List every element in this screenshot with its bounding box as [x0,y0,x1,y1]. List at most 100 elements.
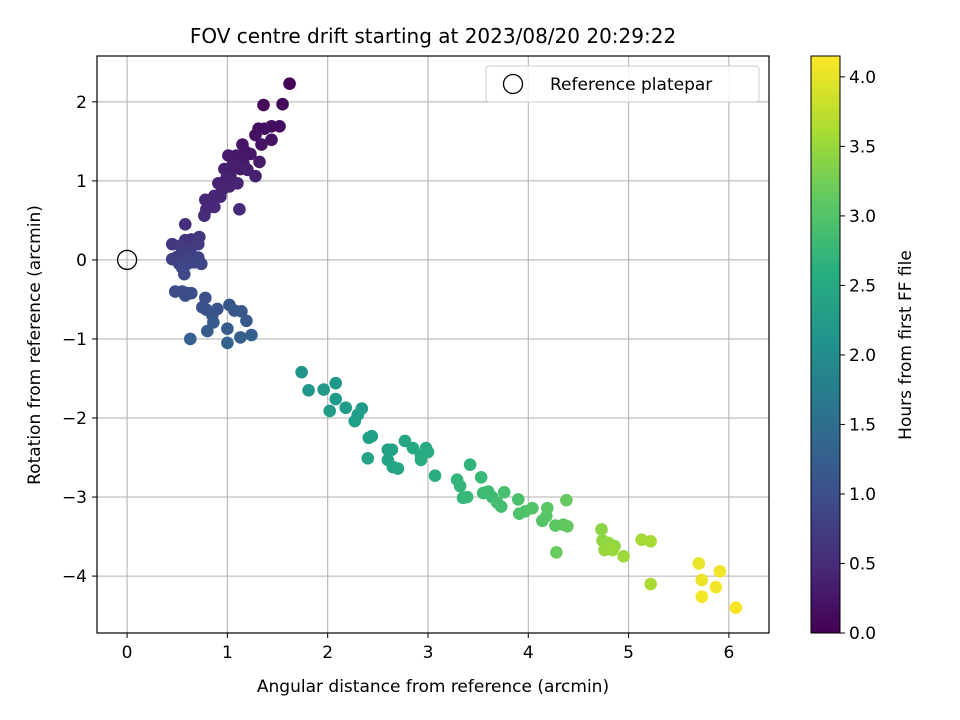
reference-marker-layer [116,249,138,271]
data-point [348,414,362,428]
data-point [245,328,258,342]
y-tick-label: −3 [62,488,87,508]
data-point [177,267,191,281]
data-point [317,383,330,396]
colorbar: 0.0 0.5 1.0 1.5 2.0 2.5 3.0 3.5 4.0 Hours from f… [810,55,916,644]
data-point [253,155,266,169]
data-point [199,291,212,305]
colorbar-label: Hours from first FF file [896,250,916,440]
data-point [221,336,234,350]
data-point [428,469,442,483]
data-point [595,523,608,536]
x-tick-label: 1 [222,643,233,663]
x-axis-label: Angular distance from reference (arcmin) [257,677,609,697]
y-axis-ticks: −4 −3 −2 −1 0 1 2 [62,93,97,587]
data-point [511,493,525,506]
y-tick-label: 2 [76,93,87,113]
data-point [183,332,197,346]
data-point [276,97,289,111]
legend: Reference platepar [485,65,760,103]
data-point [494,500,508,513]
data-point [414,453,428,467]
data-point [273,120,286,133]
data-point [233,203,246,216]
data-point [460,490,474,504]
data-point [474,470,488,484]
data-point [463,458,477,471]
colorbar-tick-label: 0.5 [849,554,876,574]
data-point [713,565,727,578]
data-point [249,128,262,142]
data-point [329,392,343,406]
y-axis-label: Rotation from reference (arcmin) [25,205,45,485]
data-point [201,324,214,338]
data-point [644,577,657,591]
colorbar-tick-label: 1.5 [849,415,876,435]
data-point [339,401,353,415]
data-point [240,314,253,328]
plot-area [96,55,770,634]
data-point [729,601,743,615]
data-point [221,322,234,335]
data-point [561,519,574,533]
data-point [385,443,399,456]
chart-title: FOV centre drift starting at 2023/08/20 … [190,24,676,48]
x-tick-label: 5 [623,643,634,663]
reference-platepar-marker [116,249,138,271]
data-point [195,257,208,271]
data-point [178,218,192,231]
data-point [214,190,227,203]
x-tick-label: 3 [423,643,434,663]
colorbar-tick-label: 3.5 [849,137,876,157]
data-point [302,384,315,397]
x-tick-label: 2 [322,643,333,663]
data-point [361,452,375,465]
data-point [362,431,376,445]
legend-entry-reference-platepar: Reference platepar [550,75,712,95]
data-point [695,590,709,603]
data-point [606,543,619,557]
y-tick-label: −4 [62,567,87,587]
data-point [617,550,630,563]
data-point [329,376,343,390]
data-point [695,573,709,587]
data-point [323,404,336,418]
data-point [550,546,563,559]
data-point [391,462,405,475]
data-point [178,289,192,302]
y-tick-label: 0 [76,251,87,271]
data-point [244,147,257,161]
data-point [258,122,271,136]
colorbar-ticks: 0.0 0.5 1.0 1.5 2.0 2.5 3.0 3.5 4.0 [840,68,876,644]
data-point [709,580,723,594]
grid [97,56,769,633]
legend-frame [485,65,760,103]
data-point [198,209,211,222]
colorbar-gradient [810,55,841,634]
data-point [497,486,511,499]
colorbar-tick-label: 1.0 [849,485,876,505]
plot-background [97,56,769,633]
data-point [255,138,268,151]
colorbar-tick-label: 4.0 [849,68,876,88]
scatter-points [165,77,743,615]
data-point [283,77,296,90]
data-point [295,365,308,379]
x-axis-ticks: 0 1 2 3 4 5 6 [122,633,734,663]
plot-frame [96,55,770,634]
colorbar-tick-label: 0.0 [849,624,876,644]
data-point [235,305,248,318]
y-tick-label: −2 [62,409,87,429]
data-point [453,479,467,493]
data-point [525,501,539,515]
legend-reference-marker [502,73,524,95]
data-point [560,493,573,507]
data-point [234,331,247,344]
data-point [257,98,270,112]
data-point [222,149,235,162]
x-tick-label: 4 [523,643,534,663]
x-tick-label: 6 [723,643,734,663]
colorbar-tick-label: 2.5 [849,276,876,296]
data-point [265,133,278,147]
